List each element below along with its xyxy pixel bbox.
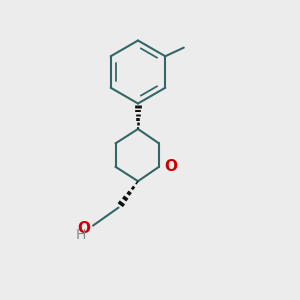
Text: H: H <box>76 228 86 242</box>
Text: O: O <box>77 221 91 236</box>
Text: O: O <box>164 159 177 174</box>
